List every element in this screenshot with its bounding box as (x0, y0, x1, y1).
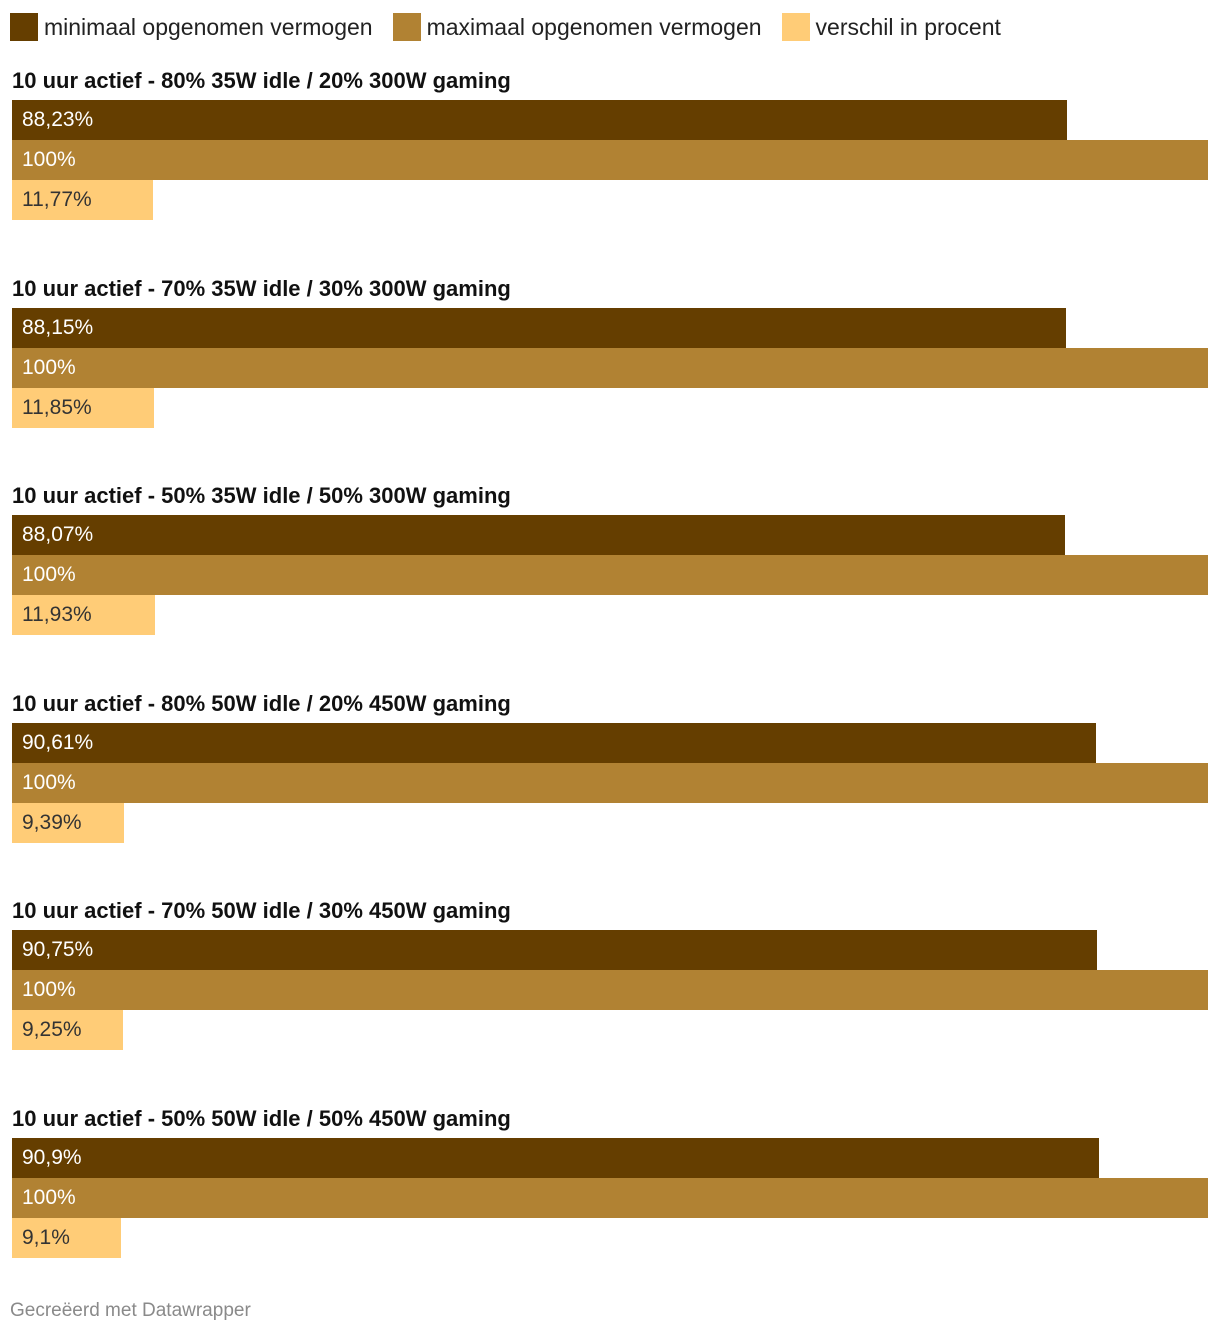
bar-value-label: 100% (22, 148, 76, 171)
bar: 88,23% (12, 100, 1068, 140)
bar: 100% (12, 140, 1208, 180)
bar-value-label: 9,39% (22, 811, 82, 834)
bar-value-label: 11,77% (22, 188, 92, 211)
legend-swatch (781, 13, 810, 41)
bar-value-label: 100% (22, 1186, 76, 1209)
bar-value-label: 88,07% (22, 523, 94, 546)
bar-value-label: 90,61% (22, 731, 94, 754)
group-title: 10 uur actief - 50% 50W idle / 50% 450W … (12, 1106, 511, 1131)
bar: 90,61% (12, 723, 1096, 763)
group-title: 10 uur actief - 50% 35W idle / 50% 300W … (12, 483, 511, 508)
bar: 9,25% (12, 1010, 123, 1050)
bar: 100% (12, 348, 1208, 388)
bar-value-label: 9,1% (22, 1226, 70, 1249)
bar: 100% (12, 1178, 1208, 1218)
bar: 88,15% (12, 308, 1067, 348)
footer-credit[interactable]: Gecreëerd met Datawrapper (10, 1300, 251, 1321)
bar-value-label: 11,85% (22, 396, 92, 419)
bar-value-label: 88,15% (22, 316, 94, 339)
bar: 11,77% (12, 180, 153, 220)
bar-group: 10 uur actief - 50% 50W idle / 50% 450W … (12, 1104, 1208, 1258)
bar-group: 10 uur actief - 50% 35W idle / 50% 300W … (12, 481, 1208, 635)
bar: 11,85% (12, 388, 154, 428)
legend-item: minimaal opgenomen vermogen (10, 13, 373, 41)
bar-value-label: 11,93% (22, 603, 92, 626)
legend-label: maximaal opgenomen vermogen (426, 13, 762, 40)
bar-value-label: 100% (22, 978, 76, 1001)
bar-group: 10 uur actief - 80% 35W idle / 20% 300W … (12, 66, 1208, 220)
bar: 11,93% (12, 595, 155, 635)
bar: 9,39% (12, 803, 125, 843)
bar: 100% (12, 970, 1208, 1010)
bar-value-label: 9,25% (22, 1018, 82, 1041)
legend-label: minimaal opgenomen vermogen (44, 13, 373, 40)
bar-group: 10 uur actief - 80% 50W idle / 20% 450W … (12, 689, 1208, 843)
bar-value-label: 100% (22, 771, 76, 794)
bar-group: 10 uur actief - 70% 35W idle / 30% 300W … (12, 274, 1208, 428)
legend: minimaal opgenomen vermogen maximaal opge… (10, 12, 1021, 42)
group-title: 10 uur actief - 80% 50W idle / 20% 450W … (12, 691, 511, 716)
bar-value-label: 100% (22, 356, 76, 379)
legend-label: verschil in procent (815, 13, 1001, 40)
legend-swatch (392, 13, 421, 41)
legend-item: verschil in procent (781, 13, 1001, 41)
legend-swatch (10, 13, 38, 41)
bar: 90,75% (12, 930, 1098, 970)
bar-value-label: 90,9% (22, 1146, 82, 1169)
bar: 88,07% (12, 515, 1066, 555)
bar-value-label: 90,75% (22, 938, 94, 961)
group-title: 10 uur actief - 70% 35W idle / 30% 300W … (12, 276, 511, 301)
legend-item: maximaal opgenomen vermogen (392, 13, 762, 41)
bar-value-label: 88,23% (22, 108, 94, 131)
group-title: 10 uur actief - 70% 50W idle / 30% 450W … (12, 898, 511, 923)
bar: 9,1% (12, 1218, 121, 1258)
bar: 90,9% (12, 1138, 1100, 1178)
bar: 100% (12, 555, 1208, 595)
bar-group: 10 uur actief - 70% 50W idle / 30% 450W … (12, 896, 1208, 1050)
bar: 100% (12, 763, 1208, 803)
group-title: 10 uur actief - 80% 35W idle / 20% 300W … (12, 68, 511, 93)
bar-value-label: 100% (22, 563, 76, 586)
